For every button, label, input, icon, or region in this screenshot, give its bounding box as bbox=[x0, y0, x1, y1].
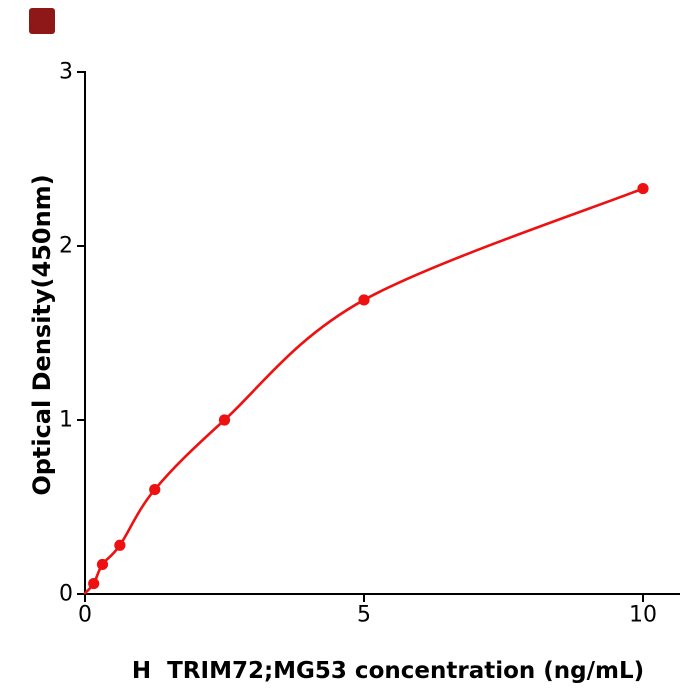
data-point bbox=[149, 484, 161, 496]
data-point bbox=[96, 558, 109, 571]
data-point bbox=[114, 539, 126, 551]
y-tick-label: 2 bbox=[59, 233, 73, 259]
y-tick-label: 3 bbox=[59, 59, 73, 85]
data-point bbox=[218, 414, 231, 426]
x-tick-label: 10 bbox=[629, 602, 657, 628]
y-tick-label: 0 bbox=[59, 581, 73, 607]
y-tick-label: 1 bbox=[59, 407, 73, 433]
fitted-curve bbox=[83, 187, 645, 595]
x-tick-label: 5 bbox=[357, 602, 371, 628]
x-tick-label: 0 bbox=[78, 602, 92, 628]
brand-logo-square bbox=[29, 8, 55, 34]
data-point bbox=[637, 182, 649, 195]
x-axis-title: H TRIM72;MG53 concentration (ng/mL) bbox=[131, 658, 645, 684]
data-point bbox=[358, 294, 370, 306]
data-point bbox=[88, 577, 100, 590]
y-axis-title: Optical Density(450nm) bbox=[28, 174, 56, 496]
